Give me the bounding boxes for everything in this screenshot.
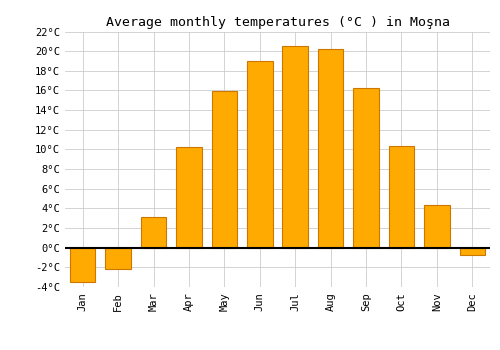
- Bar: [106, 248, 131, 269]
- Bar: [354, 89, 379, 248]
- Bar: [247, 61, 272, 248]
- Bar: [176, 147, 202, 248]
- Bar: [388, 146, 414, 248]
- Bar: [141, 217, 167, 248]
- Bar: [212, 91, 237, 248]
- Title: Average monthly temperatures (°C ) in Moşna: Average monthly temperatures (°C ) in Mo…: [106, 16, 450, 29]
- Bar: [424, 205, 450, 248]
- Bar: [318, 49, 344, 248]
- Bar: [460, 248, 485, 254]
- Bar: [282, 46, 308, 248]
- Bar: [70, 248, 96, 282]
